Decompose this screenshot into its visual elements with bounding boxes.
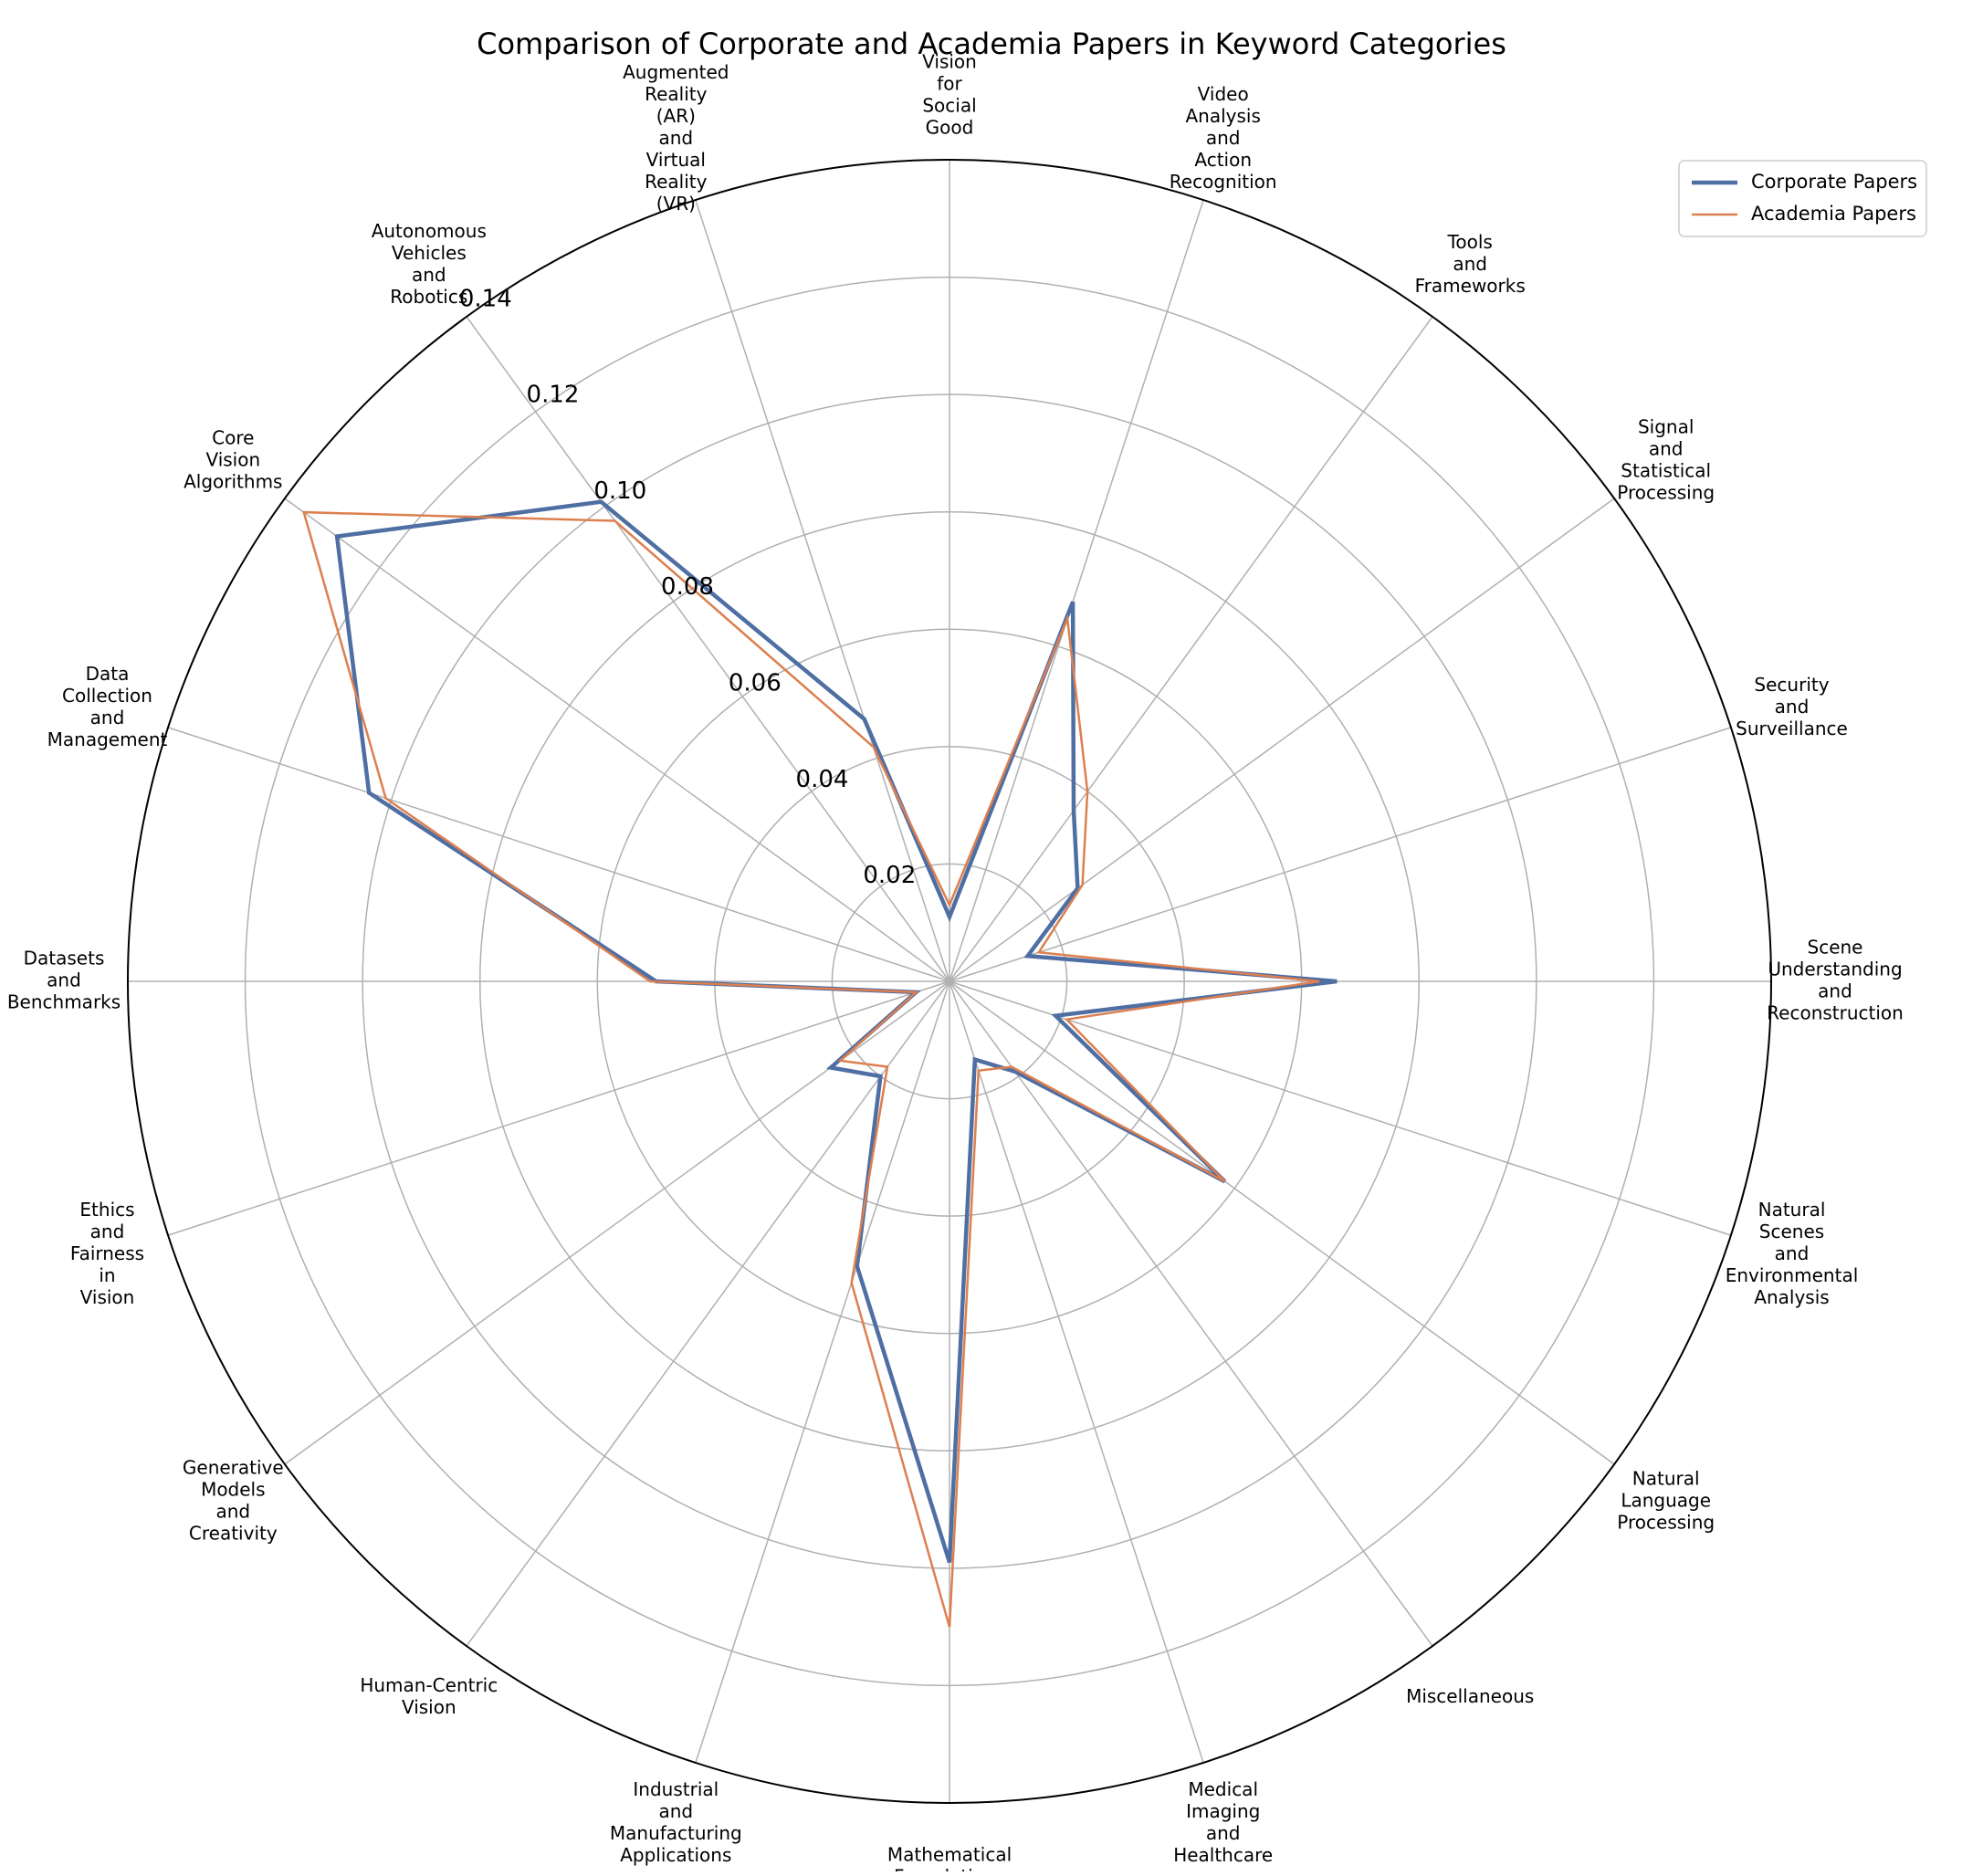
category-label: MathematicalFoundations: [887, 1844, 1012, 1872]
grid-spoke: [950, 317, 1432, 981]
grid-spoke: [285, 498, 950, 981]
category-label: Miscellaneous: [1406, 1685, 1534, 1707]
legend: Corporate Papers Academia Papers: [1679, 161, 1926, 236]
grid-spoke: [696, 981, 950, 1763]
grid-spoke: [950, 498, 1614, 981]
radial-tick-label: 0.10: [593, 477, 646, 505]
radial-tick-label: 0.04: [796, 766, 849, 793]
grid-spoke: [950, 728, 1731, 981]
series-line-corporate: [337, 502, 1337, 1563]
grid-spoke: [168, 981, 950, 1235]
radial-tick-label: 0.08: [661, 573, 714, 601]
grid-spoke: [950, 981, 1614, 1464]
chart-title: Comparison of Corporate and Academia Pap…: [477, 26, 1506, 61]
radial-tick-label: 0.02: [863, 862, 916, 889]
grid-spoke: [950, 981, 1432, 1646]
radial-tick-label: 0.14: [459, 285, 512, 312]
radial-tick-labels: 0.02 0.04 0.06 0.08 0.10 0.12 0.14: [459, 285, 916, 889]
legend-label: Corporate Papers: [1751, 171, 1917, 193]
series-layer: [304, 502, 1338, 1628]
radial-tick-label: 0.06: [729, 670, 782, 697]
radial-tick-label: 0.12: [527, 382, 580, 409]
grid-spoke: [285, 981, 950, 1464]
grid-spoke: [950, 981, 1203, 1763]
legend-label: Academia Papers: [1751, 203, 1916, 225]
grid-spoke: [467, 981, 950, 1646]
